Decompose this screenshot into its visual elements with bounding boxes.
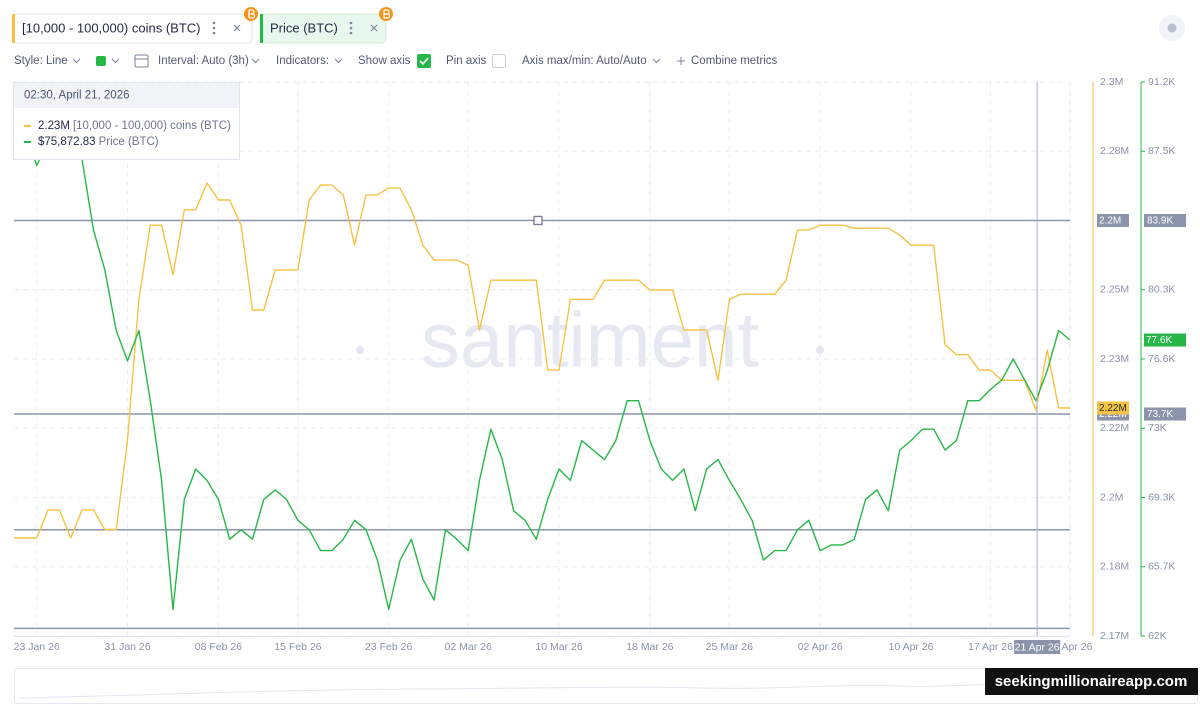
credit-text: seekingmillionaireapp.com	[995, 673, 1188, 690]
metric-tab[interactable]: [10,000 - 100,000) coins (BTC)	[11, 7, 258, 44]
pin-axis-label[interactable]: Pin axis	[446, 55, 487, 67]
x-tick-label: 15 Feb 26	[274, 641, 321, 653]
level-label: 2.22M	[1099, 409, 1127, 420]
y2-tick-label: 65.7K	[1148, 561, 1175, 573]
y2-tick-label: 87.5K	[1148, 145, 1175, 157]
tab-label[interactable]: Price (BTC)	[270, 20, 338, 35]
x-tick-label: 10 Apr 26	[889, 641, 934, 653]
checkmark	[419, 57, 429, 66]
btc-icon	[383, 9, 391, 19]
interval-select[interactable]: Interval: Auto (3h)	[158, 55, 249, 67]
color-picker[interactable]	[96, 56, 106, 66]
x-tick-label: 23 Feb 26	[365, 641, 412, 653]
tooltip-name: [10,000 - 100,000) coins (BTC)	[73, 120, 231, 132]
watermark: santiment	[356, 296, 824, 384]
settings-dot	[1167, 23, 1177, 33]
indicators-select[interactable]: Indicators:	[276, 55, 329, 67]
y2-tick-label: 91.2K	[1148, 76, 1175, 88]
y-tick-label: 2.3M	[1100, 76, 1123, 88]
combine-metrics[interactable]: Combine metrics	[691, 55, 778, 67]
y-tick-label: 2.28M	[1100, 145, 1129, 157]
last-value-label: 77.6K	[1146, 335, 1172, 346]
x-tick-label: 18 Mar 26	[626, 641, 673, 653]
level-label: 73.7K	[1147, 409, 1173, 420]
style-select[interactable]: Style: Line	[14, 55, 68, 67]
tab-close[interactable]	[233, 24, 241, 32]
y-tick-label: 2.17M	[1100, 630, 1129, 642]
credit-box	[985, 668, 1198, 695]
navigator-preview	[19, 681, 1191, 699]
axis-minmax-select[interactable]: Axis max/min: Auto/Auto	[522, 55, 647, 67]
x-tick-label: 02 Mar 26	[445, 641, 492, 653]
pin-axis-checkbox[interactable]	[492, 54, 506, 68]
series-line	[13, 109, 1071, 611]
series-line	[14, 182, 1070, 539]
y2-tick-label: 62K	[1148, 630, 1167, 642]
level-box	[1144, 214, 1186, 227]
y-tick-label: 2.23M	[1100, 353, 1129, 365]
tab-menu[interactable]	[349, 21, 353, 35]
show-axis-checkbox[interactable]	[417, 54, 431, 68]
plot: 2.3M 2.28M 2.25M 2.23M 2.22M 2.2M 2.18M 2.17M 91…	[13, 76, 1186, 654]
chevron	[72, 58, 81, 64]
toolbar: Style: Line Interval: Auto (3h) Indicato…	[14, 54, 778, 68]
crosshair-label: 21 Apr 26	[1015, 641, 1060, 653]
tooltip-row: $75,872.83 Price (BTC)	[38, 136, 159, 148]
chevron	[652, 58, 661, 64]
x-tick-label: 10 Mar 26	[535, 641, 582, 653]
x-tick-label: 25 Mar 26	[706, 641, 753, 653]
watermark-text: santiment	[421, 296, 759, 384]
tooltip-header	[14, 83, 239, 108]
level-box	[1097, 214, 1129, 227]
chevron	[334, 58, 343, 64]
metric-tab[interactable]: Price (BTC)	[259, 7, 393, 44]
tooltip-value: 2.23M	[38, 120, 70, 132]
tab-color	[12, 14, 15, 43]
watermark-dot	[816, 346, 824, 354]
tab-color	[260, 14, 263, 43]
x-tick-label: 23 Jan 26	[14, 641, 60, 653]
btc-icon	[248, 9, 256, 19]
tooltip-row: 2.23M [10,000 - 100,000) coins (BTC)	[38, 120, 231, 132]
last-value-box	[1097, 401, 1129, 415]
tooltip-name: Price (BTC)	[99, 136, 159, 148]
tooltip-value: $75,872.83	[38, 136, 96, 148]
tab-menu[interactable]	[212, 21, 216, 35]
y-tick-label: 2.22M	[1100, 422, 1129, 434]
level-box	[1144, 407, 1186, 421]
level-handle	[533, 215, 543, 226]
calendar-icon	[134, 54, 149, 68]
x-tick-label: 02 Apr 26	[798, 641, 843, 653]
level-label: 2.2M	[1099, 216, 1121, 227]
y-tick-label: 2.2M	[1100, 491, 1123, 503]
y-tick-label: 2.18M	[1100, 561, 1129, 573]
y-tick-label: 2.25M	[1100, 284, 1129, 296]
y2-tick-label: 80.3K	[1148, 284, 1175, 296]
x-tick-label: 08 Feb 26	[195, 641, 242, 653]
x-tick-label: 17 Apr 26	[968, 641, 1013, 653]
crosshair-box	[1014, 640, 1061, 654]
plus-icon	[677, 57, 685, 65]
last-value-box	[1144, 333, 1186, 347]
watermark-dot	[356, 346, 364, 354]
tooltip-time: 02:30, April 21, 2026	[24, 90, 130, 102]
chevron	[251, 58, 260, 64]
show-axis-label[interactable]: Show axis	[358, 55, 411, 67]
tab-label[interactable]: [10,000 - 100,000) coins (BTC)	[22, 20, 200, 35]
y2-tick-label: 69.3K	[1148, 491, 1175, 503]
tab-close[interactable]	[370, 24, 378, 32]
y2-tick-label: 73K	[1148, 422, 1167, 434]
y2-tick-label: 76.6K	[1148, 353, 1175, 365]
x-tick-label: 31 Jan 26	[104, 641, 150, 653]
chevron	[111, 58, 120, 64]
level-label: 83.9K	[1147, 216, 1173, 227]
last-value-label: 2.22M	[1099, 403, 1127, 414]
